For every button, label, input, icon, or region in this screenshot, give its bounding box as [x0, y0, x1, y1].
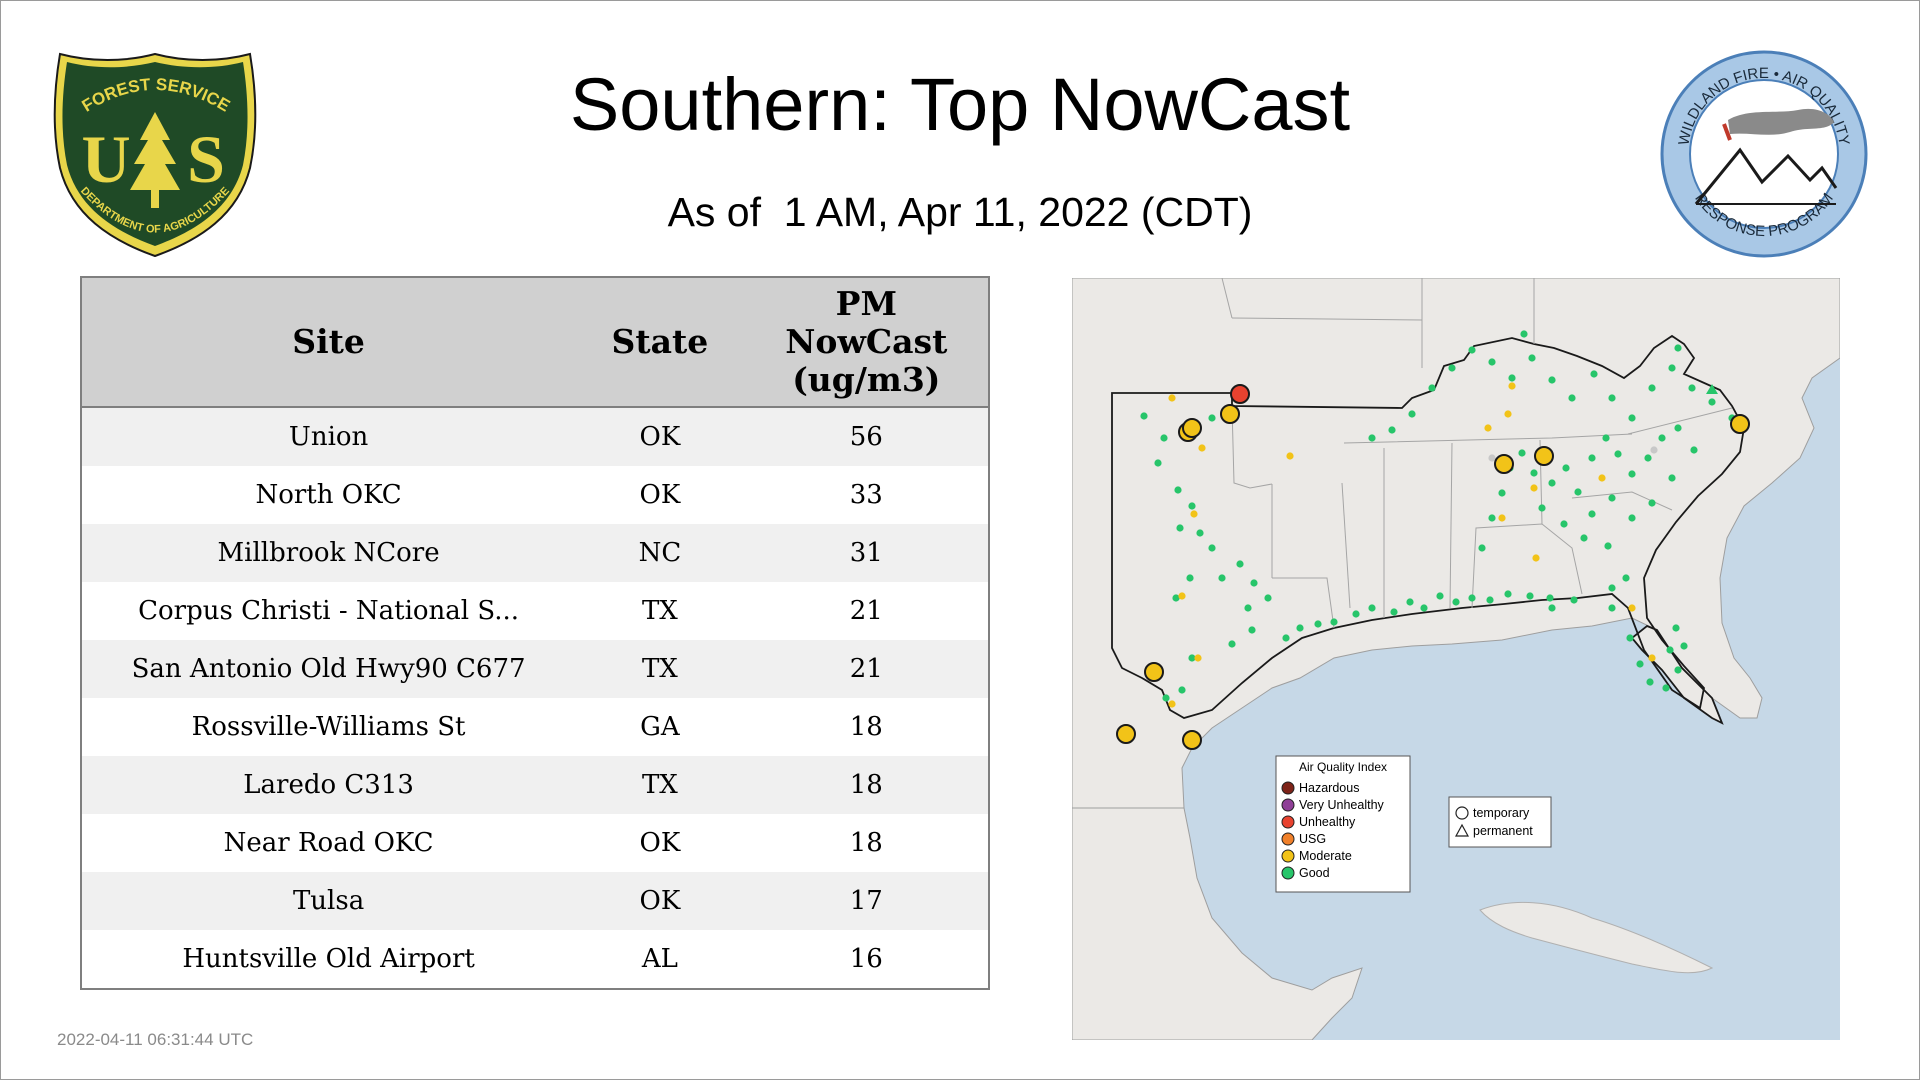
legend-swatch-hazardous — [1281, 781, 1295, 795]
aqi-legend: Air Quality Index Hazardous Very Unhealt… — [1275, 755, 1411, 893]
site-cell: Near Road OKC — [81, 814, 576, 872]
site-cell: Laredo C313 — [81, 756, 576, 814]
site-cell: Huntsville Old Airport — [81, 930, 576, 989]
state-cell: OK — [575, 466, 745, 524]
page-subtitle: As of 1 AM, Apr 11, 2022 (CDT) — [667, 189, 1253, 235]
generated-timestamp: 2022-04-11 06:31:44 UTC — [57, 1030, 254, 1049]
pm-header-line: PM — [835, 284, 897, 323]
aqi-map: Air Quality Index Hazardous Very Unhealt… — [1071, 277, 1841, 1041]
svg-text:S: S — [187, 121, 225, 197]
column-header-state: State — [575, 277, 745, 408]
state-cell: OK — [575, 872, 745, 930]
state-cell: OK — [575, 814, 745, 872]
map-land-cuba — [1479, 902, 1714, 974]
state-cell: TX — [575, 756, 745, 814]
table-row: Near Road OKC OK 18 — [81, 814, 989, 872]
site-cell: Rossville-Williams St — [81, 698, 576, 756]
map-markers — [1116, 330, 1750, 750]
region-boundary — [1111, 334, 1745, 719]
site-cell: Corpus Christi - National S... — [81, 582, 576, 640]
map-land-mexico — [1071, 807, 1363, 1041]
value-cell: 17 — [744, 872, 989, 930]
state-cell: TX — [575, 582, 745, 640]
value-cell: 21 — [744, 582, 989, 640]
table-row: Union OK 56 — [81, 407, 989, 466]
map-florida — [1630, 624, 1724, 725]
table-row: Tulsa OK 17 — [81, 872, 989, 930]
legend-swatch-usg — [1281, 832, 1295, 846]
page-title: Southern: Top NowCast — [569, 63, 1351, 146]
state-cell: AL — [575, 930, 745, 989]
site-cell: Tulsa — [81, 872, 576, 930]
pm-header-line: (ug/m3) — [792, 360, 941, 399]
table-row: Laredo C313 TX 18 — [81, 756, 989, 814]
shape-legend-label: permanent — [1473, 824, 1533, 838]
column-header-site: Site — [81, 277, 576, 408]
svg-text:U: U — [81, 121, 130, 197]
shape-legend: temporary permanent — [1448, 796, 1552, 848]
temporary-marker-icon — [1455, 806, 1469, 820]
table-row: Huntsville Old Airport AL 16 — [81, 930, 989, 989]
value-cell: 31 — [744, 524, 989, 582]
column-header-pm: PM NowCast (ug/m3) — [744, 277, 989, 408]
value-cell: 18 — [744, 698, 989, 756]
wildland-fire-logo: WILDLAND FIRE • AIR QUALITY RESPONSE PRO… — [1658, 48, 1870, 260]
value-cell: 33 — [744, 466, 989, 524]
table-row: North OKC OK 33 — [81, 466, 989, 524]
forest-service-logo: FOREST SERVICE U S DEPARTMENT OF AGRICUL… — [50, 50, 260, 260]
value-cell: 18 — [744, 814, 989, 872]
table-header-row: Site State PM NowCast (ug/m3) — [81, 277, 989, 408]
site-cell: San Antonio Old Hwy90 C677 — [81, 640, 576, 698]
nowcast-table: Site State PM NowCast (ug/m3) Union OK 5… — [80, 276, 990, 990]
legend-swatch-moderate — [1281, 849, 1295, 863]
legend-title: Air Quality Index — [1299, 760, 1387, 774]
legend-label: Unhealthy — [1299, 815, 1356, 829]
state-cell: NC — [575, 524, 745, 582]
state-cell: GA — [575, 698, 745, 756]
table-row: Corpus Christi - National S... TX 21 — [81, 582, 989, 640]
legend-swatch-unhealthy — [1281, 815, 1295, 829]
legend-label: Good — [1299, 866, 1330, 880]
state-cell: TX — [575, 640, 745, 698]
state-cell: OK — [575, 407, 745, 466]
legend-label: Moderate — [1299, 849, 1352, 863]
site-cell: Union — [81, 407, 576, 466]
legend-label: Very Unhealthy — [1299, 798, 1385, 812]
legend-label: USG — [1299, 832, 1326, 846]
table-row: Millbrook NCore NC 31 — [81, 524, 989, 582]
table-row: San Antonio Old Hwy90 C677 TX 21 — [81, 640, 989, 698]
value-cell: 18 — [744, 756, 989, 814]
site-cell: Millbrook NCore — [81, 524, 576, 582]
value-cell: 56 — [744, 407, 989, 466]
value-cell: 16 — [744, 930, 989, 989]
table-row: Rossville-Williams St GA 18 — [81, 698, 989, 756]
legend-swatch-very-unhealthy — [1281, 798, 1295, 812]
site-cell: North OKC — [81, 466, 576, 524]
shape-legend-label: temporary — [1473, 806, 1530, 820]
value-cell: 21 — [744, 640, 989, 698]
legend-label: Hazardous — [1299, 781, 1359, 795]
permanent-marker-icon — [1454, 823, 1470, 837]
pm-header-line: NowCast — [785, 322, 948, 361]
legend-swatch-good — [1281, 866, 1295, 880]
